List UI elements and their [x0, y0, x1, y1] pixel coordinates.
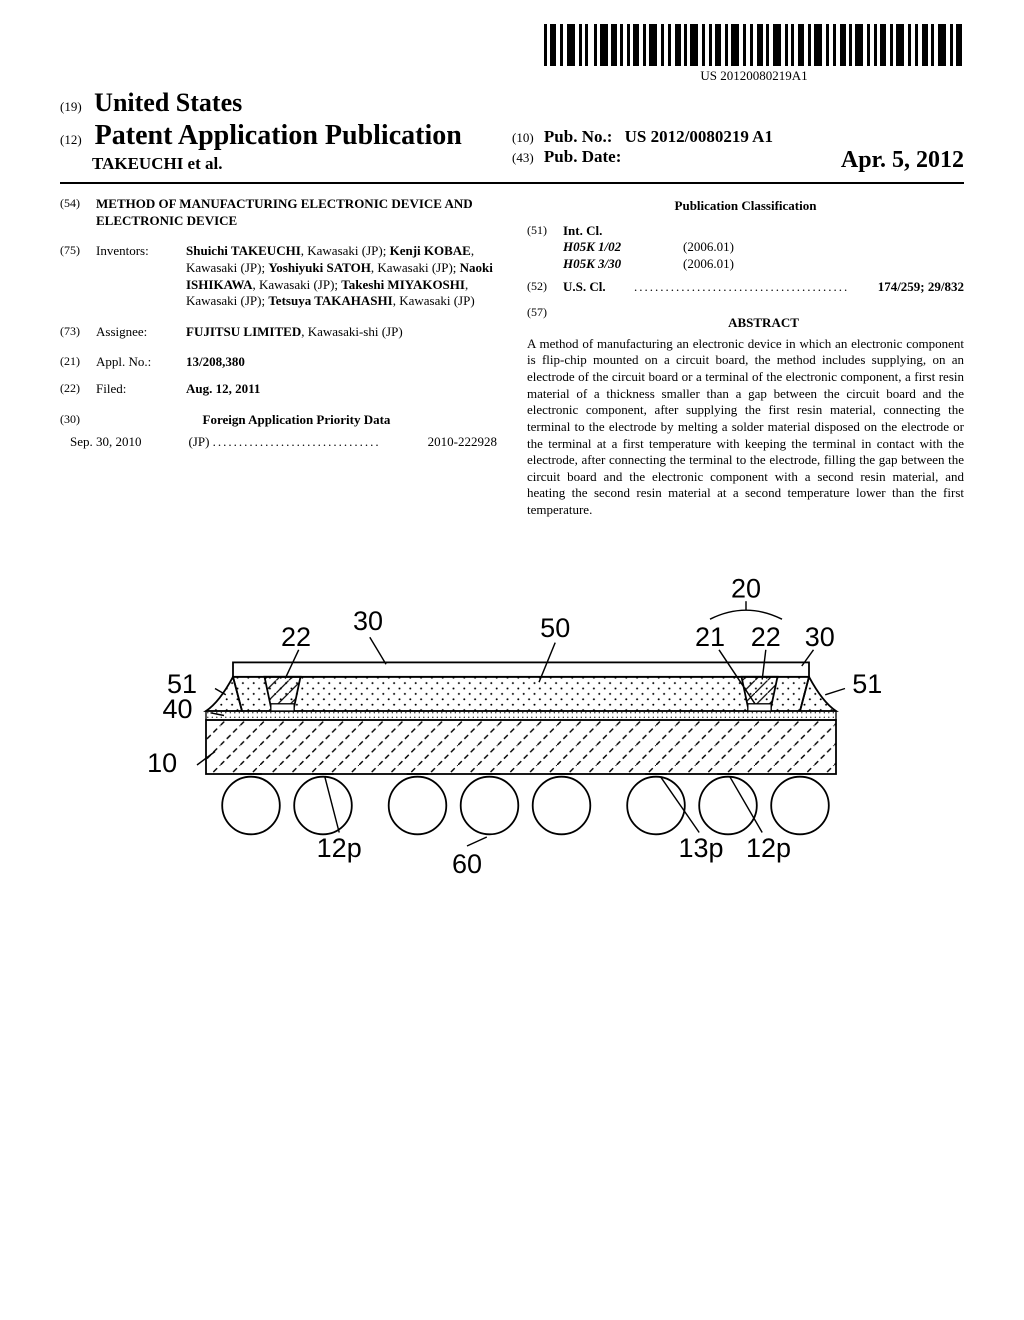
country-line: (19) United States — [60, 88, 512, 118]
intcl-ver-0: (2006.01) — [683, 239, 734, 256]
tag-52: (52) — [527, 279, 563, 296]
section-73: (73) Assignee: FUJITSU LIMITED, Kawasaki… — [60, 324, 497, 341]
priority-country: (JP) — [188, 434, 209, 449]
title-right: (10) Pub. No.: US 2012/0080219 A1 (43) P… — [512, 127, 964, 174]
pubno-line: (10) Pub. No.: US 2012/0080219 A1 — [512, 127, 964, 147]
intcl-row-1: H05K 3/30 (2006.01) — [563, 256, 964, 273]
doc-type-line: (12) Patent Application Publication — [60, 120, 512, 152]
tag-21: (21) — [60, 354, 96, 371]
abstract-text: A method of manufacturing an electronic … — [527, 336, 964, 519]
pubdate-left: (43) Pub. Date: — [512, 147, 621, 174]
title-left: (19) United States (12) Patent Applicati… — [60, 88, 512, 174]
tag-19: (19) — [60, 99, 82, 114]
fig-label-12pa: 12p — [317, 832, 362, 862]
inventors-body: Shuichi TAKEUCHI, Kawasaki (JP); Kenji K… — [186, 243, 497, 310]
uscl-value: 174/259; 29/832 — [878, 279, 964, 296]
assignee-label: Assignee: — [96, 324, 186, 341]
tag-30: (30) — [60, 412, 96, 429]
fig-label-50: 50 — [540, 613, 570, 643]
fig-label-30a: 30 — [805, 622, 835, 652]
priority-date: Sep. 30, 2010 — [70, 434, 142, 451]
fig-label-10: 10 — [147, 748, 177, 778]
priority-row: Sep. 30, 2010 (JP) .....................… — [60, 434, 497, 451]
pubdate-line: (43) Pub. Date: Apr. 5, 2012 — [512, 147, 964, 174]
top-header: US 20120080219A1 — [60, 24, 964, 84]
inventors-label: Inventors: — [96, 243, 186, 310]
section-57: (57) ABSTRACT — [527, 305, 964, 332]
invention-title: METHOD OF MANUFACTURING ELECTRONIC DEVIC… — [96, 196, 497, 229]
uscl-dots: ........................................… — [634, 279, 849, 296]
fig-label-12pb: 12p — [746, 832, 791, 862]
tag-12: (12) — [60, 132, 82, 147]
fig-label-20: 20 — [731, 573, 761, 603]
abstract-label: ABSTRACT — [563, 315, 964, 332]
tag-43: (43) — [512, 150, 534, 165]
fig-label-60: 60 — [452, 849, 482, 879]
title-row: (19) United States (12) Patent Applicati… — [60, 88, 964, 174]
right-column: Publication Classification (51) Int. Cl.… — [527, 196, 964, 519]
page: US 20120080219A1 (19) United States (12)… — [0, 0, 1024, 933]
section-51: (51) Int. Cl. H05K 1/02 (2006.01) H05K 3… — [527, 223, 964, 273]
intcl-body: Int. Cl. H05K 1/02 (2006.01) H05K 3/30 (… — [563, 223, 964, 273]
section-75: (75) Inventors: Shuichi TAKEUCHI, Kawasa… — [60, 243, 497, 310]
intcl-ver-1: (2006.01) — [683, 256, 734, 273]
fig-label-40: 40 — [162, 694, 192, 724]
classification-title: Publication Classification — [527, 198, 964, 215]
section-52: (52) U.S. Cl. ..........................… — [527, 279, 964, 296]
tag-73: (73) — [60, 324, 96, 341]
intcl-code-1: H05K 3/30 — [563, 256, 683, 273]
header-rule — [60, 182, 964, 184]
priority-number: 2010-222928 — [428, 434, 497, 451]
tag-10: (10) — [512, 130, 534, 145]
fig-label-51b: 51 — [852, 669, 882, 699]
intcl-row-0: H05K 1/02 (2006.01) — [563, 239, 964, 256]
filed-label: Filed: — [96, 381, 186, 398]
doc-type: Patent Application Publication — [95, 120, 462, 151]
pubdate-label: Pub. Date: — [544, 147, 621, 166]
tag-54: (54) — [60, 196, 96, 229]
uscl-label: U.S. Cl. — [563, 279, 606, 296]
applno-value: 13/208,380 — [186, 354, 497, 371]
barcode-label: US 20120080219A1 — [544, 68, 964, 84]
fig-label-22b: 22 — [281, 622, 311, 652]
fig-label-22a: 22 — [751, 622, 781, 652]
figure-area: 20 21 22 30 22 30 50 51 51 40 10 12p 12p… — [60, 549, 964, 909]
filed-value: Aug. 12, 2011 — [186, 381, 497, 398]
fig-label-13p: 13p — [678, 832, 723, 862]
section-30: (30) Foreign Application Priority Data S… — [60, 412, 497, 451]
country-name: United States — [94, 88, 242, 117]
tag-75: (75) — [60, 243, 96, 310]
intcl-label: Int. Cl. — [563, 223, 964, 240]
section-21: (21) Appl. No.: 13/208,380 — [60, 354, 497, 371]
fig-label-30b: 30 — [353, 606, 383, 636]
barcode — [544, 24, 964, 66]
applno-label: Appl. No.: — [96, 354, 186, 371]
intcl-code-0: H05K 1/02 — [563, 239, 683, 256]
patent-figure: 20 21 22 30 22 30 50 51 51 40 10 12p 12p… — [62, 549, 962, 909]
priority-middle: (JP) ................................ — [188, 434, 380, 451]
leader-dots: ................................ — [213, 434, 381, 449]
priority-title: Foreign Application Priority Data — [96, 412, 497, 429]
section-22: (22) Filed: Aug. 12, 2011 — [60, 381, 497, 398]
uscl-body: U.S. Cl. ...............................… — [563, 279, 964, 296]
authors-line: TAKEUCHI et al. — [60, 154, 512, 174]
pubno-value: US 2012/0080219 A1 — [625, 127, 773, 146]
left-column: (54) METHOD OF MANUFACTURING ELECTRONIC … — [60, 196, 497, 519]
fig-label-21: 21 — [695, 622, 725, 652]
pubdate-value: Apr. 5, 2012 — [841, 147, 964, 174]
section-54: (54) METHOD OF MANUFACTURING ELECTRONIC … — [60, 196, 497, 229]
inventors-text: Shuichi TAKEUCHI — [186, 243, 301, 258]
tag-57: (57) — [527, 305, 563, 332]
pubno-label: Pub. No.: — [544, 127, 612, 146]
columns: (54) METHOD OF MANUFACTURING ELECTRONIC … — [60, 196, 964, 519]
tag-51: (51) — [527, 223, 563, 273]
tag-22: (22) — [60, 381, 96, 398]
assignee-body: FUJITSU LIMITED, Kawasaki-shi (JP) — [186, 324, 497, 341]
